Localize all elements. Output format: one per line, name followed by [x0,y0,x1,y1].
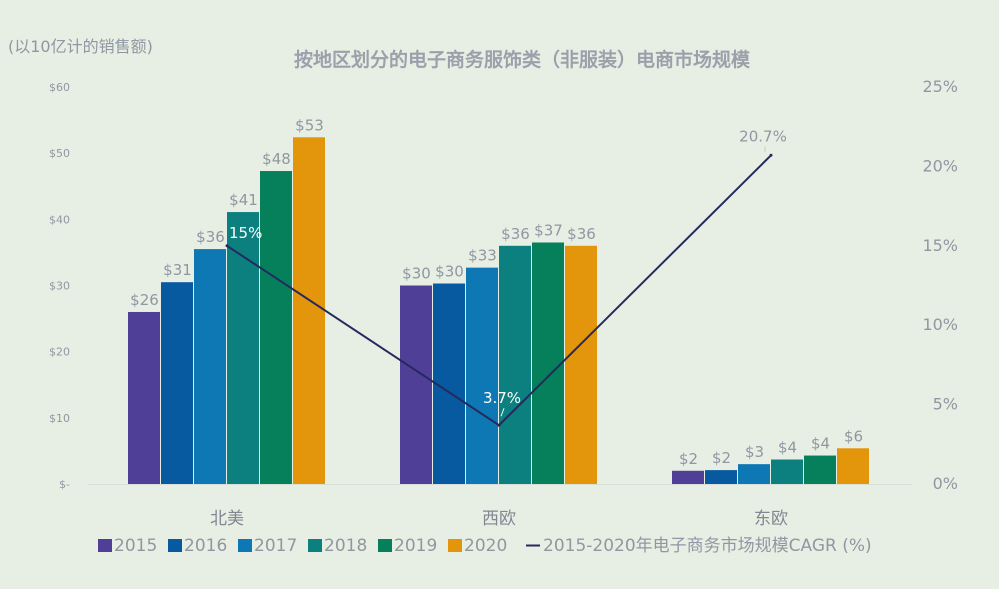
legend: 2015 2016 2017 2018 2019 2020 2015-2020年电子商务市场… [98,536,872,556]
legend-label-2018: 2018 [324,536,367,556]
chart-title: 按地区划分的电子商务服饰类（非服装）电商市场规模 [294,48,751,71]
bar-2015-0 [128,311,160,484]
bar-2019-0 [260,171,292,484]
bar-value-label: $4 [811,435,830,453]
y2-tick-label: 10% [922,315,958,334]
bar-2020-2 [837,448,869,484]
bar-value-label: $33 [468,247,497,265]
y-tick-label: $60 [49,81,70,94]
bar-value-label: $4 [778,439,797,457]
legend-label-2020: 2020 [464,536,507,556]
cagr-point [769,153,773,157]
bar-value-label: $3 [745,443,764,461]
bar-2017-0 [194,249,226,484]
bar-2020-0 [293,137,325,484]
bar-2020-1 [565,245,597,484]
y2-tick-label: 25% [922,77,958,96]
y-tick-label: $40 [49,213,70,226]
bar-2017-1 [466,267,498,484]
y-tick-label: $10 [49,412,70,425]
y2-tick-label: 15% [922,236,958,255]
legend-swatch-2017 [238,539,252,552]
legend-label-cagr: 2015-2020年电子商务市场规模CAGR (%) [543,536,872,556]
axes: $- $10 $20 $30 $40 $50 $60 0% 5% 10% 15% 20% 25% 北美 西欧… [49,77,958,529]
legend-swatch-2015 [98,539,112,552]
cagr-line: 15% 3.7% 20.7% [225,127,787,427]
bar-value-label: $37 [534,221,563,239]
bar-2015-2 [672,470,704,484]
bar-2018-0 [227,212,259,484]
cagr-value-label: 20.7% [739,127,787,145]
bar-value-label: $6 [844,427,863,445]
x-tick-label: 东欧 [754,509,788,529]
bar-value-label: $31 [163,261,192,279]
cagr-value-label: 3.7% [483,389,521,407]
x-tick-label: 北美 [210,509,244,529]
legend-label-2017: 2017 [254,536,297,556]
bar-2018-1 [499,245,531,484]
bar-value-label: $2 [679,450,698,468]
bar-value-label: $2 [712,449,731,467]
y-tick-label: $- [59,478,70,491]
x-tick-label: 西欧 [482,509,516,529]
cagr-point [225,244,229,248]
cagr-value-label: 15% [229,224,262,242]
bar-value-label: $41 [229,191,258,209]
bar-value-label: $53 [295,116,324,134]
bar-2019-2 [804,455,836,484]
legend-swatch-2019 [378,539,392,552]
bar-2016-1 [433,283,465,484]
bar-value-label: $30 [402,265,431,283]
bar-value-label: $48 [262,150,291,168]
legend-label-2019: 2019 [394,536,437,556]
legend-label-2016: 2016 [184,536,227,556]
bar-value-label: $36 [567,225,596,243]
bar-value-label: $36 [501,225,530,243]
y2-tick-label: 0% [933,474,958,493]
legend-swatch-2020 [448,539,462,552]
y2-tick-label: 5% [933,395,958,414]
y-tick-label: $30 [49,280,70,293]
bar-value-label: $36 [196,228,225,246]
legend-swatch-2018 [308,539,322,552]
y-tick-label: $50 [49,147,70,160]
y2-tick-label: 20% [922,156,958,175]
bar-2018-2 [771,459,803,484]
legend-swatch-2016 [168,539,182,552]
bar-2016-2 [705,470,737,484]
cagr-point [497,423,501,427]
cagr-label-leader [500,408,505,417]
y-tick-label: $20 [49,346,70,359]
bar-2015-1 [400,285,432,484]
bar-2017-2 [738,464,770,484]
legend-label-2015: 2015 [114,536,157,556]
bars: $26$30$2$31 $30$2$36$33$3$41$36$4$48$37$4… [128,116,869,484]
bar-2019-1 [532,242,564,484]
bar-value-label: $26 [130,291,159,309]
y-axis-label: (以10亿计的销售额) [8,37,153,56]
bar-2016-0 [161,282,193,484]
bar-value-label: $30 [435,263,464,281]
